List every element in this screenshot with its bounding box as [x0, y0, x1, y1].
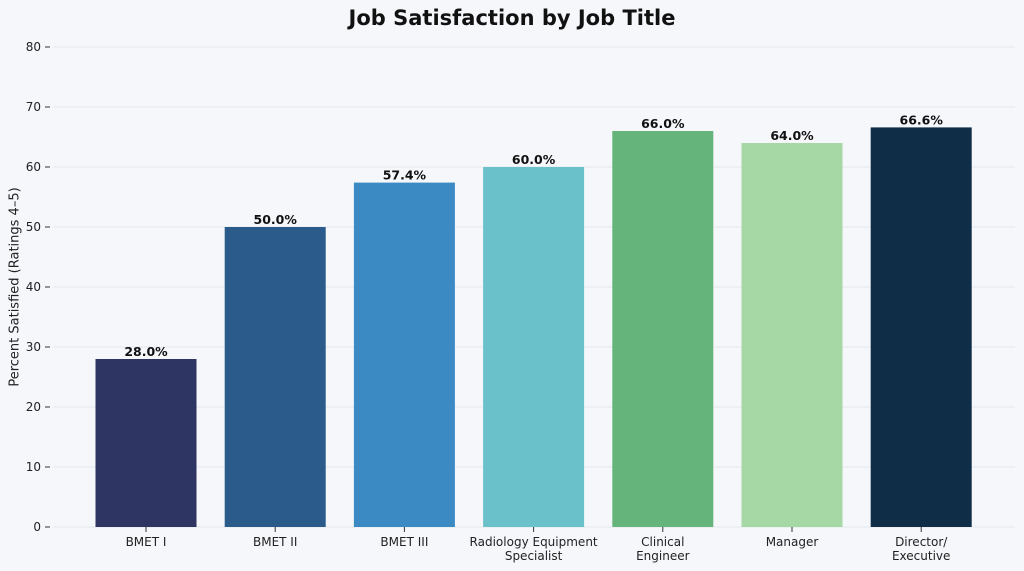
data-label: 64.0%	[770, 128, 814, 143]
x-tick-label: BMET III	[380, 535, 429, 549]
bar	[612, 131, 714, 527]
y-tick-label: 60	[26, 160, 41, 174]
x-tick-label: BMET I	[125, 535, 167, 549]
y-tick-label: 50	[26, 220, 41, 234]
x-tick-label: Manager	[765, 535, 819, 549]
x-tick-label: Clinical Engineer	[636, 535, 690, 563]
bar	[224, 227, 326, 527]
y-tick-label: 40	[26, 280, 41, 294]
x-tick-label: Director/ Executive	[891, 535, 951, 563]
data-label: 66.0%	[641, 116, 685, 131]
y-tick-label: 30	[26, 340, 41, 354]
data-label: 28.0%	[124, 344, 168, 359]
bar	[95, 359, 197, 527]
bar	[870, 127, 972, 528]
data-label: 60.0%	[512, 152, 556, 167]
bar	[741, 143, 843, 527]
chart-title: Job Satisfaction by Job Title	[348, 6, 676, 30]
data-label: 50.0%	[254, 212, 298, 227]
bar	[353, 182, 455, 527]
bar	[483, 167, 585, 527]
data-label: 57.4%	[383, 168, 427, 183]
y-tick-label: 80	[26, 40, 41, 54]
y-tick-label: 70	[26, 100, 41, 114]
y-tick-label: 0	[33, 520, 41, 534]
y-tick-label: 10	[26, 460, 41, 474]
x-tick-label: BMET II	[252, 535, 298, 549]
y-tick-label: 20	[26, 400, 41, 414]
x-tick-label: Radiology Equipment Specialist	[469, 535, 598, 563]
data-label: 66.6%	[900, 112, 944, 127]
